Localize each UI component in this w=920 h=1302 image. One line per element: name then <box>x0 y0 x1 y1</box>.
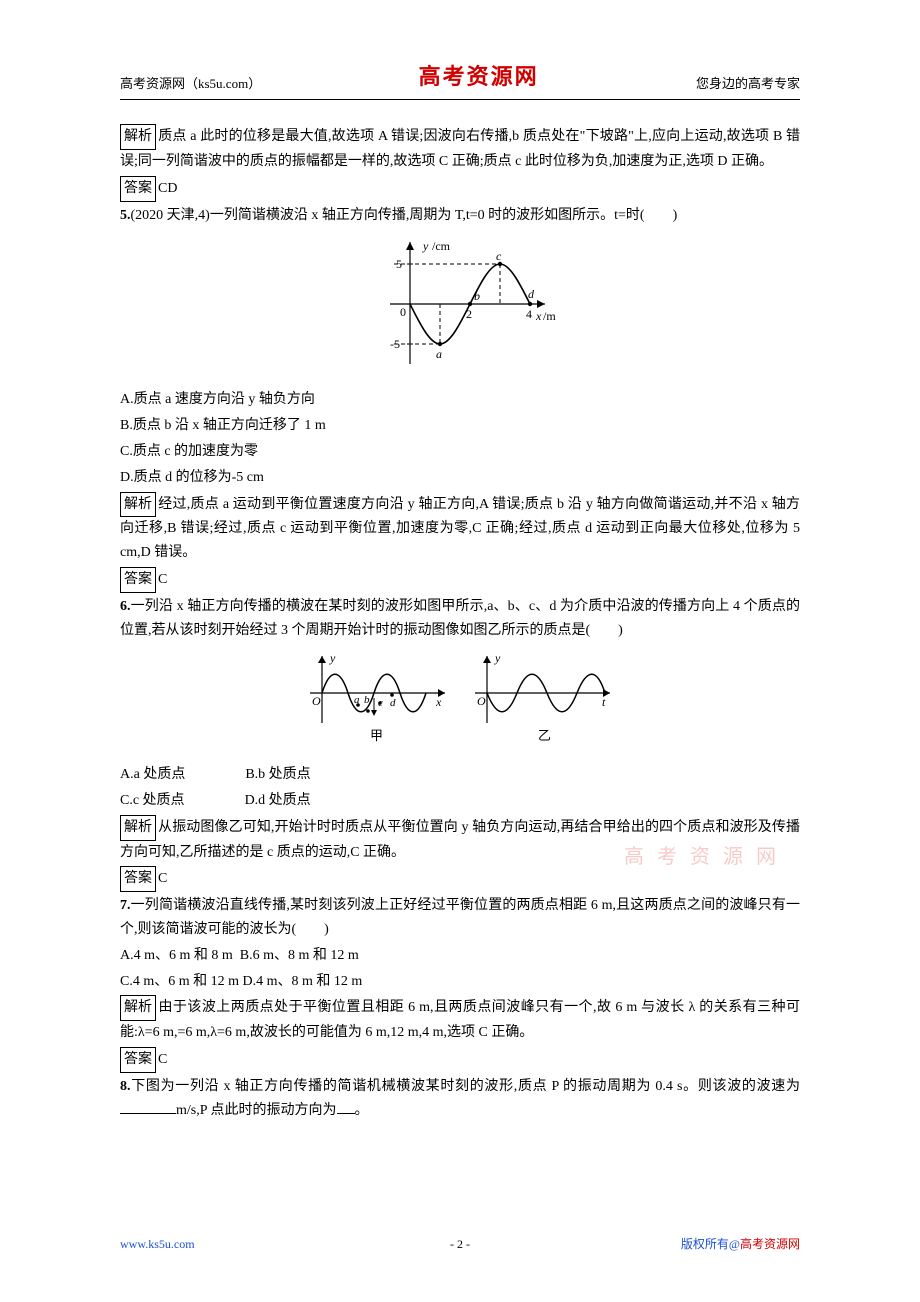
q5-optA: A.质点 a 速度方向沿 y 轴负方向 <box>120 388 800 412</box>
svg-text:b: b <box>474 289 480 303</box>
q6-optD: D.d 处质点 <box>245 793 311 808</box>
svg-text:x: x <box>435 695 442 709</box>
svg-text:d: d <box>528 287 535 301</box>
q4-answer-text: CD <box>158 181 177 196</box>
q5-analysis-text: 经过,质点 a 运动到平衡位置速度方向沿 y 轴正方向,A 错误;质点 b 沿 … <box>120 497 800 561</box>
analysis-label: 解析 <box>120 492 156 518</box>
svg-text:a: a <box>436 347 442 361</box>
q5-answer-text: C <box>158 572 167 587</box>
q5-stem-text: 一列简谐横波沿 x 轴正方向传播,周期为 T,t=0 时的波形如图所示。t=时(… <box>210 208 677 223</box>
footer-page-number: - 2 - <box>120 1234 800 1254</box>
q6-analysis: 解析从振动图像乙可知,开始计时时质点从平衡位置向 y 轴负方向运动,再结合甲给出… <box>120 815 800 865</box>
q7-optC: C.4 m、6 m 和 12 m <box>120 974 239 989</box>
q7-optB: B.6 m、8 m 和 12 m <box>240 948 359 963</box>
header-left: 高考资源网（ks5u.com） <box>120 73 261 95</box>
svg-text:d: d <box>390 697 396 709</box>
svg-text:-5: -5 <box>390 337 400 351</box>
page-header: 高考资源网（ks5u.com） 高考资源网 您身边的高考专家 <box>120 58 800 100</box>
svg-text:c: c <box>496 249 502 263</box>
q7-answer-text: C <box>158 1052 167 1067</box>
q5-figure: y /cm x /m 0 2 4 5 -5 a b c d <box>120 234 800 383</box>
svg-text:5: 5 <box>396 257 402 271</box>
q6-options-row1: A.a 处质点 B.b 处质点 <box>120 763 800 787</box>
q7-stem: 7.一列简谐横波沿直线传播,某时刻该列波上正好经过平衡位置的两质点相距 6 m,… <box>120 894 800 942</box>
q8-stem-b: m/s,P 点此时的振动方向为 <box>176 1103 337 1118</box>
q8-blank-1 <box>120 1099 176 1114</box>
answer-label: 答案 <box>120 1047 156 1073</box>
q5-optB: B.质点 b 沿 x 轴正方向迁移了 1 m <box>120 414 800 438</box>
q5-answer: 答案C <box>120 567 800 593</box>
analysis-label: 解析 <box>120 995 156 1021</box>
q6-stem-text: 一列沿 x 轴正方向传播的横波在某时刻的波形如图甲所示,a、b、c、d 为介质中… <box>120 599 800 638</box>
header-center-brand: 高考资源网 <box>419 58 539 95</box>
q5-source: (2020 天津,4) <box>131 208 210 223</box>
svg-text:O: O <box>477 694 486 708</box>
analysis-label: 解析 <box>120 124 156 150</box>
svg-text:x: x <box>535 309 542 323</box>
q4-analysis-text: 质点 a 此时的位移是最大值,故选项 A 错误;因波向右传播,b 质点处在"下坡… <box>120 129 800 169</box>
q7-analysis: 解析由于该波上两质点处于平衡位置且相距 6 m,且两质点间波峰只有一个,故 6 … <box>120 995 800 1045</box>
q8-stem: 8.下图为一列沿 x 轴正方向传播的简谐机械横波某时刻的波形,质点 P 的振动周… <box>120 1075 800 1123</box>
q7-options-row2: C.4 m、6 m 和 12 m D.4 m、8 m 和 12 m <box>120 970 800 994</box>
q6-stem: 6.一列沿 x 轴正方向传播的横波在某时刻的波形如图甲所示,a、b、c、d 为介… <box>120 595 800 643</box>
q6-options-row2: C.c 处质点 D.d 处质点 <box>120 789 800 813</box>
page-footer: www.ks5u.com - 2 - 版权所有@高考资源网 <box>120 1234 800 1254</box>
svg-text:/m: /m <box>543 309 556 323</box>
q6-figure: O y x a b c d 甲 O y t 乙 <box>120 648 800 757</box>
svg-text:y: y <box>494 651 501 665</box>
svg-text:c: c <box>378 697 383 709</box>
svg-text:2: 2 <box>466 307 472 321</box>
q6-number: 6. <box>120 599 131 614</box>
svg-text:y: y <box>329 651 336 665</box>
svg-text:0: 0 <box>400 305 406 319</box>
q7-answer: 答案C <box>120 1047 800 1073</box>
svg-text:甲: 甲 <box>370 728 383 743</box>
q4-answer: 答案CD <box>120 176 800 202</box>
header-right: 您身边的高考专家 <box>696 73 800 95</box>
answer-label: 答案 <box>120 567 156 593</box>
q5-analysis: 解析经过,质点 a 运动到平衡位置速度方向沿 y 轴正方向,A 错误;质点 b … <box>120 492 800 565</box>
svg-text:O: O <box>312 694 321 708</box>
q5-optC: C.质点 c 的加速度为零 <box>120 440 800 464</box>
q7-number: 7. <box>120 898 131 913</box>
q6-optA: A.a 处质点 <box>120 767 185 782</box>
q6-answer-text: C <box>158 871 167 886</box>
q7-optD: D.4 m、8 m 和 12 m <box>243 974 363 989</box>
q8-stem-a: 下图为一列沿 x 轴正方向传播的简谐机械横波某时刻的波形,质点 P 的振动周期为… <box>131 1079 801 1094</box>
q7-optA: A.4 m、6 m 和 8 m <box>120 948 233 963</box>
q6-optB: B.b 处质点 <box>245 767 310 782</box>
q8-number: 8. <box>120 1079 131 1094</box>
answer-label: 答案 <box>120 176 156 202</box>
q6-answer: 答案C <box>120 866 800 892</box>
svg-text:/cm: /cm <box>432 239 451 253</box>
q4-analysis: 解析质点 a 此时的位移是最大值,故选项 A 错误;因波向右传播,b 质点处在"… <box>120 124 800 174</box>
svg-text:b: b <box>364 694 370 706</box>
q7-analysis-text: 由于该波上两质点处于平衡位置且相距 6 m,且两质点间波峰只有一个,故 6 m … <box>120 1000 800 1040</box>
q8-blank-2 <box>337 1099 355 1114</box>
q5-number: 5. <box>120 208 131 223</box>
q8-stem-c: 。 <box>355 1103 369 1118</box>
svg-text:a: a <box>354 694 360 706</box>
analysis-label: 解析 <box>120 815 156 841</box>
q5-optD: D.质点 d 的位移为-5 cm <box>120 466 800 490</box>
q7-stem-text: 一列简谐横波沿直线传播,某时刻该列波上正好经过平衡位置的两质点相距 6 m,且这… <box>120 898 800 937</box>
q5-stem: 5.(2020 天津,4)一列简谐横波沿 x 轴正方向传播,周期为 T,t=0 … <box>120 204 800 228</box>
q7-options-row1: A.4 m、6 m 和 8 m B.6 m、8 m 和 12 m <box>120 944 800 968</box>
svg-text:t: t <box>602 695 606 709</box>
q6-optC: C.c 处质点 <box>120 793 185 808</box>
answer-label: 答案 <box>120 866 156 892</box>
svg-text:乙: 乙 <box>538 728 551 743</box>
svg-text:4: 4 <box>526 307 532 321</box>
q6-analysis-text: 从振动图像乙可知,开始计时时质点从平衡位置向 y 轴负方向运动,再结合甲给出的四… <box>120 820 800 860</box>
svg-text:y: y <box>422 239 429 253</box>
